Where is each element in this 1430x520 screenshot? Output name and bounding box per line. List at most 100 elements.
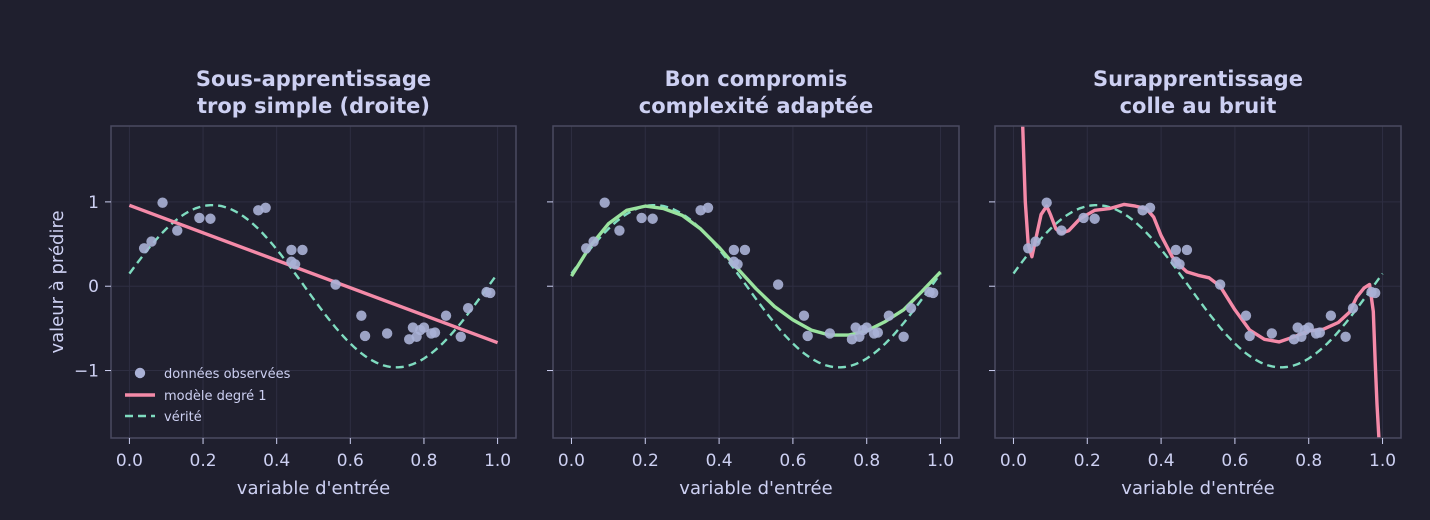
legend-marker-points — [134, 367, 146, 379]
panel-title-line-2: trop simple (droite) — [197, 94, 430, 118]
data-point — [286, 244, 297, 256]
x-tick-label: 0.0 — [558, 451, 585, 471]
legend: données observées modèle degré 1 vérité — [125, 367, 291, 425]
data-point — [260, 202, 271, 213]
data-point — [330, 279, 341, 290]
y-tick-label: 1 — [88, 193, 99, 213]
x-tick-label: 0.6 — [1221, 451, 1248, 471]
legend-label-truth: vérité — [164, 410, 202, 425]
data-point — [429, 327, 441, 338]
plot-content — [1012, 126, 1384, 438]
data-point — [297, 244, 308, 256]
panel-1: 0.0 0.2 0.4 0.6 0.8 1.0 1 0 −1 Sous-apprentissage… — [47, 67, 517, 499]
x-tick-label: 1.0 — [927, 451, 954, 471]
x-tick-label: 0.8 — [853, 451, 880, 471]
data-point — [1369, 287, 1381, 299]
plot-content — [128, 197, 499, 369]
panel-title-line-2: colle au bruit — [1120, 94, 1277, 118]
x-tick-label: 0.6 — [337, 451, 364, 471]
panel-2: 0.0 0.2 0.4 0.6 0.8 1.0 Bon compromis complexit… — [547, 67, 960, 499]
panel-title-line-1: Bon compromis — [665, 67, 848, 91]
x-tick-label: 0.2 — [190, 451, 217, 471]
data-point — [1340, 331, 1351, 343]
x-tick-label: 1.0 — [1369, 451, 1396, 471]
legend-label-model: modèle degré 1 — [164, 389, 267, 404]
data-point — [588, 236, 599, 247]
data-point — [356, 310, 367, 321]
data-point — [1214, 279, 1226, 290]
x-tick-label: 0.4 — [263, 451, 290, 471]
data-point — [1089, 213, 1100, 224]
data-point — [1314, 327, 1326, 338]
data-point — [927, 287, 939, 299]
plot-area — [111, 126, 516, 438]
data-point — [1303, 322, 1314, 333]
model-line — [570, 204, 942, 337]
data-point — [205, 213, 216, 224]
plot-area — [553, 126, 959, 438]
data-point — [485, 287, 496, 299]
x-tick-label: 0.4 — [706, 451, 733, 471]
panel-title-line-1: Surapprentissage — [1093, 67, 1303, 91]
panel-3: 0.0 0.2 0.4 0.6 0.8 1.0 Surapprentissage colle … — [989, 67, 1402, 499]
x-tick-label: 0.8 — [1295, 451, 1322, 471]
data-point — [1144, 202, 1156, 213]
data-point — [1347, 302, 1359, 314]
data-point — [1056, 225, 1067, 236]
data-point — [172, 225, 183, 236]
data-point — [728, 256, 740, 267]
data-point — [905, 302, 917, 314]
data-point — [614, 225, 625, 236]
data-point — [636, 212, 647, 224]
data-point — [898, 331, 909, 343]
data-point — [1181, 244, 1193, 256]
model-line — [128, 203, 499, 345]
data-point — [872, 327, 883, 338]
x-axis-label: variable d'entrée — [679, 478, 832, 499]
data-point — [1170, 256, 1182, 267]
data-point — [1041, 197, 1052, 208]
data-point — [138, 243, 150, 254]
data-point — [739, 244, 751, 256]
x-tick-label: 0.8 — [410, 451, 437, 471]
data-point — [1266, 328, 1278, 339]
data-point — [802, 330, 813, 342]
data-point — [286, 256, 297, 267]
data-point — [1030, 236, 1041, 247]
truth-line — [1012, 204, 1384, 369]
plot-frame — [110, 125, 517, 439]
data-point — [381, 328, 393, 339]
data-point — [728, 244, 740, 256]
x-tick-label: 0.2 — [632, 451, 659, 471]
data-point — [359, 330, 371, 342]
y-axis-label: valeur à prédire — [47, 210, 68, 353]
legend-label-points: données observées — [164, 367, 291, 382]
x-tick-label: 0.6 — [779, 451, 806, 471]
truth-line — [128, 204, 499, 369]
x-tick-label: 0.0 — [1000, 451, 1027, 471]
data-point — [157, 197, 168, 208]
data-point — [772, 279, 784, 290]
data-point — [824, 328, 836, 339]
x-tick-label: 0.4 — [1148, 451, 1175, 471]
panel-title-line-1: Sous-apprentissage — [196, 67, 431, 91]
data-point — [455, 331, 466, 343]
data-point — [599, 197, 610, 208]
x-tick-label: 1.0 — [484, 451, 511, 471]
data-point — [581, 243, 592, 254]
data-point — [194, 212, 205, 224]
x-tick-label: 0.0 — [116, 451, 143, 471]
data-point — [1244, 330, 1255, 342]
data-point — [146, 236, 157, 247]
data-point — [798, 310, 810, 321]
y-tick-label: −1 — [74, 362, 99, 382]
panel-title-line-2: complexité adaptée — [639, 94, 874, 118]
data-point — [647, 213, 658, 224]
x-axis-label: variable d'entrée — [237, 478, 390, 499]
plot-area — [995, 126, 1401, 438]
plot-content — [570, 197, 942, 369]
truth-line — [570, 204, 942, 369]
data-point — [1170, 244, 1182, 256]
data-point — [861, 322, 872, 333]
